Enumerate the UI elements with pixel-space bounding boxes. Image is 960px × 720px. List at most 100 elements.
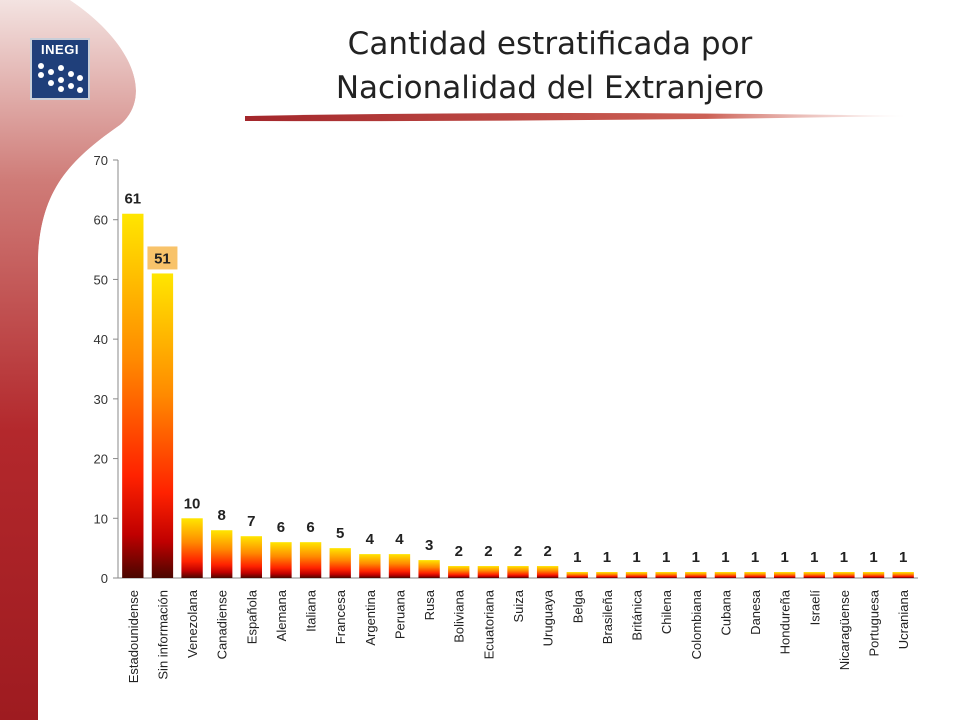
x-tick-label: Estadounidense <box>126 590 141 683</box>
value-label-highlight <box>147 246 178 270</box>
bar-value-label: 1 <box>632 549 640 566</box>
x-tick-label: Alemana <box>274 589 289 641</box>
bar <box>448 566 470 578</box>
bar-value-label: 4 <box>395 531 404 548</box>
x-tick-label: Española <box>244 589 259 644</box>
bar <box>507 566 529 578</box>
bar-value-label: 1 <box>780 549 788 566</box>
y-tick-label: 60 <box>94 213 108 228</box>
bar-value-label: 1 <box>840 549 848 566</box>
bar <box>625 572 648 578</box>
bar-value-label: 1 <box>899 549 907 566</box>
bar-value-label: 1 <box>603 549 611 566</box>
logo-text: INEGI <box>41 42 79 57</box>
y-tick-label: 0 <box>101 571 108 586</box>
title-line-1: Cantidad estratificada por <box>347 26 753 62</box>
x-tick-label: Danesa <box>748 589 763 635</box>
bar-value-label: 2 <box>543 543 551 560</box>
slide-title: Cantidad estratificada por Nacionalidad … <box>250 22 850 110</box>
bar <box>685 572 707 578</box>
x-tick-label: Peruana <box>392 589 407 639</box>
bar <box>359 554 381 578</box>
bar <box>181 518 203 578</box>
x-tick-label: Portuguesa <box>867 589 882 656</box>
x-tick-label: Venezolana <box>185 589 200 658</box>
x-tick-label: Británica <box>630 589 645 640</box>
bar <box>122 213 144 578</box>
bar-value-label: 2 <box>455 543 463 560</box>
bar <box>714 572 737 578</box>
title-line-2: Nacionalidad del Extranjero <box>335 70 765 106</box>
bar-value-label: 6 <box>306 519 314 536</box>
bar <box>151 273 174 578</box>
bar-value-label: 1 <box>692 549 700 566</box>
y-tick-label: 30 <box>94 392 108 407</box>
x-tick-label: Cubana <box>718 589 733 635</box>
bar-value-label: 1 <box>869 549 877 566</box>
x-tick-label: Canadiense <box>215 590 230 659</box>
bar-value-label: 8 <box>218 507 226 524</box>
inegi-logo: INEGI <box>30 38 90 100</box>
bar-value-label: 61 <box>124 191 141 208</box>
bar <box>329 548 351 578</box>
y-tick-label: 10 <box>94 511 108 526</box>
bar-value-label: 51 <box>154 250 171 267</box>
bar-value-label: 1 <box>721 549 729 566</box>
x-tick-labels: Estadounidense Sin información Venezolana C… <box>126 589 911 683</box>
bar <box>655 572 677 578</box>
x-tick-label: Ucraniana <box>896 589 911 649</box>
bars <box>122 213 914 578</box>
y-tick-label: 20 <box>94 452 108 467</box>
x-tick-label: Hondureña <box>778 589 793 654</box>
y-ticks: 0 10 20 30 40 50 60 70 <box>94 153 118 586</box>
x-tick-label: Nicaragüense <box>837 590 852 670</box>
bar <box>744 572 766 578</box>
x-tick-label: Belga <box>570 589 585 623</box>
x-tick-label: Argentina <box>363 589 378 645</box>
bar <box>211 530 233 578</box>
y-tick-label: 50 <box>94 272 108 287</box>
bar <box>536 566 559 578</box>
bar <box>418 560 440 578</box>
bar <box>299 542 322 578</box>
x-tick-label: Colombiana <box>689 589 704 659</box>
bar <box>566 572 588 578</box>
x-tick-label: Francesa <box>333 589 348 644</box>
bar <box>862 572 885 578</box>
left-panel-white-arc <box>38 0 148 720</box>
y-tick-label: 70 <box>94 153 108 168</box>
title-underline <box>245 113 905 122</box>
x-tick-label: Brasileña <box>600 589 615 644</box>
bar <box>774 572 796 578</box>
x-tick-label: Israelí <box>807 590 822 626</box>
bar <box>892 572 914 578</box>
bar-value-label: 1 <box>573 549 581 566</box>
logo-abacus-icon <box>38 63 83 93</box>
x-tick-label: Uruguaya <box>541 589 556 646</box>
bar <box>270 542 292 578</box>
x-tick-label: Boliviana <box>452 589 467 643</box>
bar-value-label: 10 <box>184 495 201 512</box>
bar <box>596 572 618 578</box>
x-tick-label: Ecuatoriana <box>481 589 496 659</box>
bar-value-label: 4 <box>366 531 375 548</box>
bar <box>833 572 855 578</box>
bar-value-label: 6 <box>277 519 285 536</box>
x-tick-label: Rusa <box>422 589 437 620</box>
left-red-panel <box>0 0 136 720</box>
bar <box>240 536 262 578</box>
bar-value-label: 2 <box>514 543 522 560</box>
bar-value-label: 1 <box>810 549 818 566</box>
bar <box>477 566 500 578</box>
x-tick-label: Italiana <box>304 589 319 632</box>
bar-value-label: 3 <box>425 537 433 554</box>
y-tick-label: 40 <box>94 332 108 347</box>
x-tick-label: Sin información <box>155 590 170 680</box>
bar-value-label: 5 <box>336 525 344 542</box>
bar-value-label: 1 <box>662 549 670 566</box>
bar <box>388 554 411 578</box>
x-tick-label: Suiza <box>511 589 526 622</box>
bar-value-label: 1 <box>751 549 759 566</box>
